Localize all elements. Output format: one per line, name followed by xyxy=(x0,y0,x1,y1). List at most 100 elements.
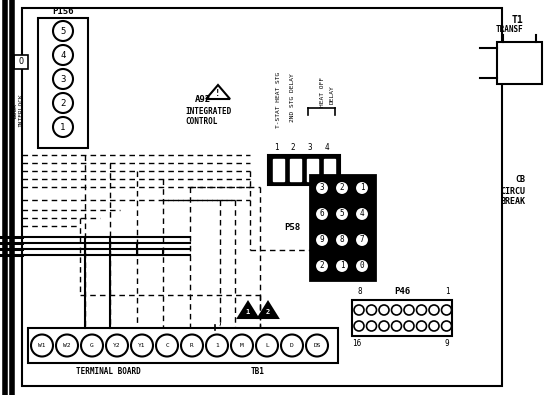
Text: ,: , xyxy=(218,318,223,327)
Text: 2: 2 xyxy=(340,184,345,192)
Text: R: R xyxy=(190,343,194,348)
Text: DELAY: DELAY xyxy=(330,86,335,104)
Polygon shape xyxy=(258,302,278,318)
Text: CONTROL: CONTROL xyxy=(185,117,217,126)
Text: 8: 8 xyxy=(358,288,362,297)
Text: 1: 1 xyxy=(274,143,278,152)
Text: 1: 1 xyxy=(445,288,449,297)
Circle shape xyxy=(417,321,427,331)
Circle shape xyxy=(156,335,178,357)
Circle shape xyxy=(315,233,329,247)
Circle shape xyxy=(333,179,351,197)
Circle shape xyxy=(315,207,329,221)
Text: Y2: Y2 xyxy=(113,343,121,348)
Text: W1: W1 xyxy=(38,343,46,348)
Text: A92: A92 xyxy=(195,96,211,105)
Circle shape xyxy=(335,181,349,195)
Circle shape xyxy=(256,335,278,357)
Text: !: ! xyxy=(216,90,220,98)
Text: 1: 1 xyxy=(246,310,250,316)
Text: 1: 1 xyxy=(60,122,66,132)
Circle shape xyxy=(354,321,364,331)
Polygon shape xyxy=(206,85,230,99)
Circle shape xyxy=(404,305,414,315)
Text: D: D xyxy=(290,343,294,348)
Text: CB: CB xyxy=(515,175,525,184)
Circle shape xyxy=(404,321,414,331)
Text: 5: 5 xyxy=(340,209,345,218)
Text: 9: 9 xyxy=(445,339,449,348)
Circle shape xyxy=(355,207,369,221)
Circle shape xyxy=(315,259,329,273)
Circle shape xyxy=(353,179,371,197)
Text: CIRCU: CIRCU xyxy=(500,188,526,196)
Circle shape xyxy=(379,305,389,315)
Bar xyxy=(324,159,335,181)
Text: 3: 3 xyxy=(307,143,312,152)
Circle shape xyxy=(106,335,128,357)
Bar xyxy=(273,159,284,181)
Bar xyxy=(307,159,318,181)
Text: P58: P58 xyxy=(284,223,300,232)
Circle shape xyxy=(31,335,53,357)
Text: TERMINAL BOARD: TERMINAL BOARD xyxy=(76,367,140,376)
Bar xyxy=(268,155,340,185)
Text: W2: W2 xyxy=(63,343,71,348)
Circle shape xyxy=(333,257,351,275)
Circle shape xyxy=(313,257,331,275)
Text: 2: 2 xyxy=(291,143,295,152)
Bar xyxy=(352,300,452,336)
Text: L: L xyxy=(265,343,269,348)
Circle shape xyxy=(367,305,377,315)
Text: T-STAT HEAT STG: T-STAT HEAT STG xyxy=(276,72,281,128)
Circle shape xyxy=(379,321,389,331)
Text: O: O xyxy=(18,58,23,66)
Text: 1: 1 xyxy=(340,261,345,271)
Text: 0: 0 xyxy=(360,261,365,271)
Bar xyxy=(28,328,338,363)
Circle shape xyxy=(355,259,369,273)
Circle shape xyxy=(353,231,371,249)
Bar xyxy=(38,18,88,148)
Bar xyxy=(14,55,28,69)
Text: 2: 2 xyxy=(266,310,270,316)
Text: 4: 4 xyxy=(325,143,329,152)
Text: 1: 1 xyxy=(360,184,365,192)
Circle shape xyxy=(231,335,253,357)
Text: 2ND STG DELAY: 2ND STG DELAY xyxy=(290,73,295,122)
Text: P156: P156 xyxy=(52,6,74,15)
Text: T1: T1 xyxy=(511,15,523,25)
Circle shape xyxy=(206,335,228,357)
Circle shape xyxy=(429,305,439,315)
Text: 7: 7 xyxy=(360,235,365,245)
Text: 16: 16 xyxy=(352,339,362,348)
Text: C: C xyxy=(165,343,169,348)
Circle shape xyxy=(333,231,351,249)
Circle shape xyxy=(353,257,371,275)
Circle shape xyxy=(81,335,103,357)
Polygon shape xyxy=(238,302,258,318)
Text: 1: 1 xyxy=(215,343,219,348)
Text: 4: 4 xyxy=(60,51,66,60)
Circle shape xyxy=(335,259,349,273)
Circle shape xyxy=(333,205,351,223)
Circle shape xyxy=(392,305,402,315)
Circle shape xyxy=(353,205,371,223)
Circle shape xyxy=(53,93,73,113)
Text: TB1: TB1 xyxy=(251,367,265,376)
Circle shape xyxy=(313,205,331,223)
Text: DS: DS xyxy=(313,343,321,348)
Text: G: G xyxy=(90,343,94,348)
Circle shape xyxy=(442,305,452,315)
Text: M: M xyxy=(240,343,244,348)
Circle shape xyxy=(53,21,73,41)
Text: 3: 3 xyxy=(60,75,66,83)
Circle shape xyxy=(313,179,331,197)
Text: 2: 2 xyxy=(320,261,324,271)
Circle shape xyxy=(442,321,452,331)
Circle shape xyxy=(429,321,439,331)
Circle shape xyxy=(354,305,364,315)
Circle shape xyxy=(53,117,73,137)
Text: 4: 4 xyxy=(360,209,365,218)
Circle shape xyxy=(53,45,73,65)
